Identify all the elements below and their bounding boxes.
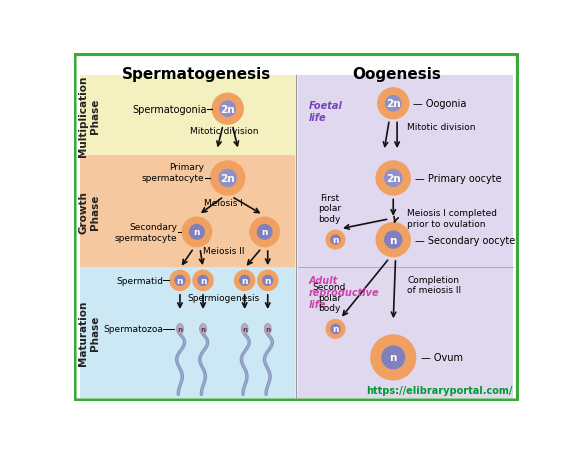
FancyBboxPatch shape	[80, 268, 295, 398]
Ellipse shape	[176, 324, 183, 335]
Circle shape	[257, 270, 279, 291]
Text: n: n	[261, 228, 268, 237]
Circle shape	[376, 161, 411, 196]
Ellipse shape	[243, 326, 247, 331]
Text: — Oogonia: — Oogonia	[413, 99, 466, 109]
Text: n: n	[177, 326, 183, 332]
FancyBboxPatch shape	[298, 76, 513, 398]
Ellipse shape	[201, 326, 205, 331]
Text: n: n	[200, 276, 206, 285]
Text: n: n	[242, 326, 247, 332]
Text: n: n	[390, 353, 397, 363]
Circle shape	[210, 161, 246, 196]
Ellipse shape	[178, 326, 182, 331]
Circle shape	[239, 275, 250, 286]
Text: Meiosis I: Meiosis I	[205, 199, 243, 207]
Text: Mitotic division: Mitotic division	[407, 123, 476, 132]
Circle shape	[370, 335, 416, 381]
Text: Meiosis I completed
prior to ovulation: Meiosis I completed prior to ovulation	[407, 209, 497, 228]
Text: Adult
reproductive
life: Adult reproductive life	[309, 276, 379, 309]
FancyBboxPatch shape	[80, 76, 295, 156]
Text: 2n: 2n	[220, 105, 235, 115]
FancyBboxPatch shape	[80, 156, 295, 268]
Circle shape	[189, 225, 205, 240]
Circle shape	[385, 96, 402, 112]
Text: — Primary oocyte: — Primary oocyte	[415, 174, 502, 184]
Text: — Ovum: — Ovum	[421, 353, 463, 363]
Circle shape	[376, 222, 411, 258]
Text: n: n	[201, 326, 206, 332]
Text: n: n	[390, 235, 397, 245]
Text: 2n: 2n	[220, 174, 235, 184]
Circle shape	[249, 217, 280, 248]
Circle shape	[377, 88, 409, 120]
Text: Spermatozoa: Spermatozoa	[103, 325, 163, 334]
Text: n: n	[332, 325, 339, 334]
Text: Spermatogenesis: Spermatogenesis	[123, 66, 272, 81]
Text: Primary
spermatocyte: Primary spermatocyte	[142, 163, 205, 182]
Text: Second
polar
body: Second polar body	[313, 282, 346, 312]
Text: n: n	[332, 235, 339, 244]
Ellipse shape	[199, 324, 206, 335]
Text: Secondary
spermatocyte: Secondary spermatocyte	[115, 223, 177, 242]
Circle shape	[381, 345, 405, 369]
Text: Spermatogonia: Spermatogonia	[132, 105, 207, 115]
Text: Foetal
life: Foetal life	[309, 101, 342, 123]
Text: First
polar
body: First polar body	[318, 193, 341, 223]
Circle shape	[219, 101, 236, 118]
Text: n: n	[177, 276, 183, 285]
Text: n: n	[194, 228, 200, 237]
Circle shape	[192, 270, 214, 291]
Text: Maturation
Phase: Maturation Phase	[78, 300, 100, 366]
Circle shape	[262, 275, 273, 286]
Circle shape	[234, 270, 255, 291]
Text: https://elibraryportal.com/: https://elibraryportal.com/	[366, 385, 513, 395]
FancyBboxPatch shape	[75, 55, 518, 400]
Ellipse shape	[266, 326, 270, 331]
Circle shape	[330, 235, 340, 245]
Circle shape	[212, 93, 244, 125]
Text: 2n: 2n	[386, 99, 401, 109]
Circle shape	[198, 275, 209, 286]
Text: n: n	[242, 276, 248, 285]
Text: 2n: 2n	[386, 174, 401, 184]
Circle shape	[175, 275, 186, 286]
Ellipse shape	[241, 324, 248, 335]
Circle shape	[169, 270, 191, 291]
Text: Oogenesis: Oogenesis	[353, 66, 442, 81]
Text: — Secondary oocyte: — Secondary oocyte	[415, 235, 515, 245]
Circle shape	[330, 324, 340, 334]
Ellipse shape	[264, 324, 271, 335]
Text: n: n	[265, 276, 271, 285]
Text: Spermatid: Spermatid	[116, 276, 163, 285]
Circle shape	[325, 230, 346, 250]
Text: Completion
of meiosis II: Completion of meiosis II	[407, 275, 461, 295]
Text: Multiplication
Phase: Multiplication Phase	[78, 75, 100, 156]
Text: Meiosis II: Meiosis II	[203, 246, 244, 255]
Text: Mitotic division: Mitotic division	[190, 126, 258, 135]
Text: Spermiogenesis: Spermiogenesis	[188, 293, 260, 302]
Text: n: n	[265, 326, 271, 332]
Circle shape	[218, 170, 237, 188]
Text: Growth
Phase: Growth Phase	[78, 190, 100, 233]
Circle shape	[181, 217, 212, 248]
Circle shape	[257, 225, 273, 240]
Circle shape	[325, 319, 346, 339]
Circle shape	[384, 170, 402, 188]
Circle shape	[384, 231, 402, 249]
